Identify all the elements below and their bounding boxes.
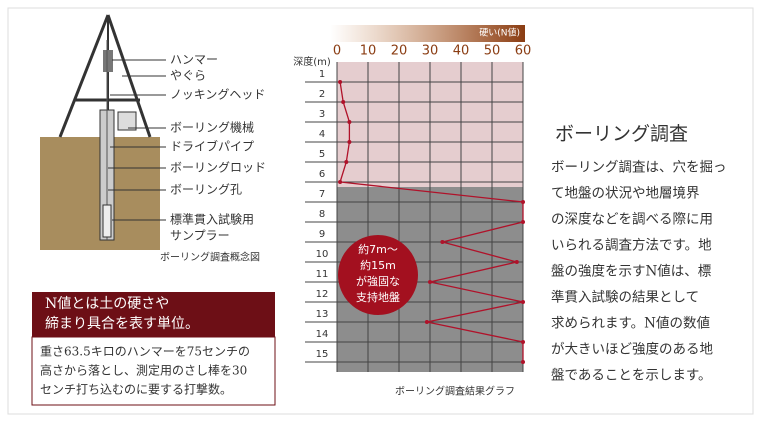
- data-point: [347, 140, 352, 144]
- data-point: [341, 100, 346, 104]
- article-line: 求められます。N値の数値: [551, 316, 710, 332]
- article-line: 盤の強度を示すN値は、標: [551, 264, 712, 280]
- data-point: [521, 300, 525, 304]
- frame: [7, 7, 754, 415]
- note-header: [32, 292, 275, 337]
- boring-diagram: [40, 14, 160, 250]
- data-point: [338, 180, 343, 184]
- article-line: 盤であることを示します。: [551, 368, 712, 384]
- diagram-label: 標準貫入試験用: [170, 212, 254, 227]
- chart: 0 10 20 30 40 50 60123456789101112131415約7m～約1…: [305, 44, 532, 372]
- data-point: [338, 80, 343, 84]
- y-tick-label: 3: [319, 109, 325, 120]
- note-text: N値とは土の硬さや締まり具合を表す単位。重さ63.5キロのハンマーを75センチの…: [40, 296, 250, 397]
- y-tick-label: 10: [316, 249, 329, 260]
- diagram-label: ボーリング孔: [170, 183, 242, 197]
- article-line: ボーリング調査は、穴を掘っ: [551, 160, 727, 176]
- annotation-text: が強固な: [356, 274, 400, 288]
- article-text: ボーリング調査は、穴を掘って地盤の状況や地層境界の深度などを調べる際に用いられる…: [551, 160, 727, 384]
- diagram-label: ドライブパイプ: [170, 139, 254, 154]
- article-line: て地盤の状況や地層境界: [551, 186, 700, 202]
- annotation-text: 約7m～: [358, 242, 398, 256]
- x-tick-label: 60: [515, 44, 532, 59]
- diagram-caption: ボーリング調査概念図: [160, 251, 260, 264]
- data-point: [521, 340, 525, 344]
- y-tick-label: 6: [319, 169, 325, 180]
- x-axis-label: 硬い(N値): [479, 27, 520, 39]
- data-point: [428, 280, 432, 284]
- y-tick-label: 8: [319, 209, 325, 220]
- diagram-label: ボーリング機械: [170, 120, 254, 135]
- y-tick-label: 7: [319, 189, 325, 200]
- x-header-bar: [330, 25, 525, 42]
- y-tick-label: 14: [316, 329, 329, 340]
- note-body: [31, 336, 276, 406]
- diagram-label: ハンマー: [170, 53, 218, 67]
- article-line: が大きいほど強度のある地: [551, 342, 713, 358]
- diagram-label: サンプラー: [170, 229, 230, 243]
- data-point: [514, 260, 519, 264]
- note-heading: 締まり具合を表す単位。: [45, 315, 199, 332]
- diagram-labels: ハンマーやぐらノッキングヘッドボーリング機械ドライブパイプボーリングロッドボーリ…: [108, 53, 266, 243]
- y-tick-label: 15: [316, 349, 329, 360]
- annotation-text: 約15m: [360, 258, 396, 272]
- article-line: いられる調査方法です。地: [551, 238, 712, 254]
- data-point: [424, 320, 429, 324]
- y-tick-label: 4: [319, 129, 325, 140]
- article-line: 準貫入試験の結果として: [551, 290, 699, 306]
- chart-caption: ボーリング調査結果グラフ: [395, 385, 515, 398]
- y-tick-label: 1: [319, 69, 325, 80]
- data-point: [344, 160, 349, 164]
- data-point: [521, 200, 525, 204]
- data-point: [347, 120, 352, 124]
- note-heading: N値とは土の硬さや: [45, 296, 169, 312]
- x-tick-label: 40: [453, 44, 470, 59]
- article-line: の深度などを調べる際に用: [551, 212, 713, 228]
- y-axis-label: 深度(m): [293, 55, 331, 68]
- y-tick-label: 13: [316, 309, 329, 320]
- note-body-line: 高さから落とし、測定用のさし棒を30: [40, 363, 247, 378]
- y-tick-label: 2: [319, 89, 325, 100]
- annotation-bubble: [338, 235, 418, 315]
- annotation-text: 支持地盤: [356, 290, 400, 304]
- y-tick-label: 9: [319, 229, 325, 240]
- data-point: [521, 220, 525, 224]
- x-tick-label: 10: [360, 44, 377, 59]
- note-body-line: 重さ63.5キロのハンマーを75センチの: [40, 345, 250, 359]
- x-tick-label: 0: [333, 44, 341, 59]
- y-tick-label: 5: [319, 149, 325, 160]
- x-tick-label: 50: [484, 44, 501, 59]
- diagram-label: ボーリングロッド: [170, 161, 266, 175]
- data-point: [521, 360, 525, 364]
- y-tick-label: 12: [316, 289, 329, 300]
- diagram-label: やぐら: [170, 69, 206, 83]
- y-tick-label: 11: [316, 269, 329, 280]
- note-body-line: センチ打ち込むのに要する打撃数。: [40, 382, 232, 397]
- article-title: ボーリング調査: [555, 123, 688, 145]
- diagram-label: ノッキングヘッド: [170, 88, 265, 102]
- x-tick-label: 20: [391, 44, 408, 59]
- data-point: [440, 240, 445, 244]
- x-tick-label: 30: [422, 44, 439, 59]
